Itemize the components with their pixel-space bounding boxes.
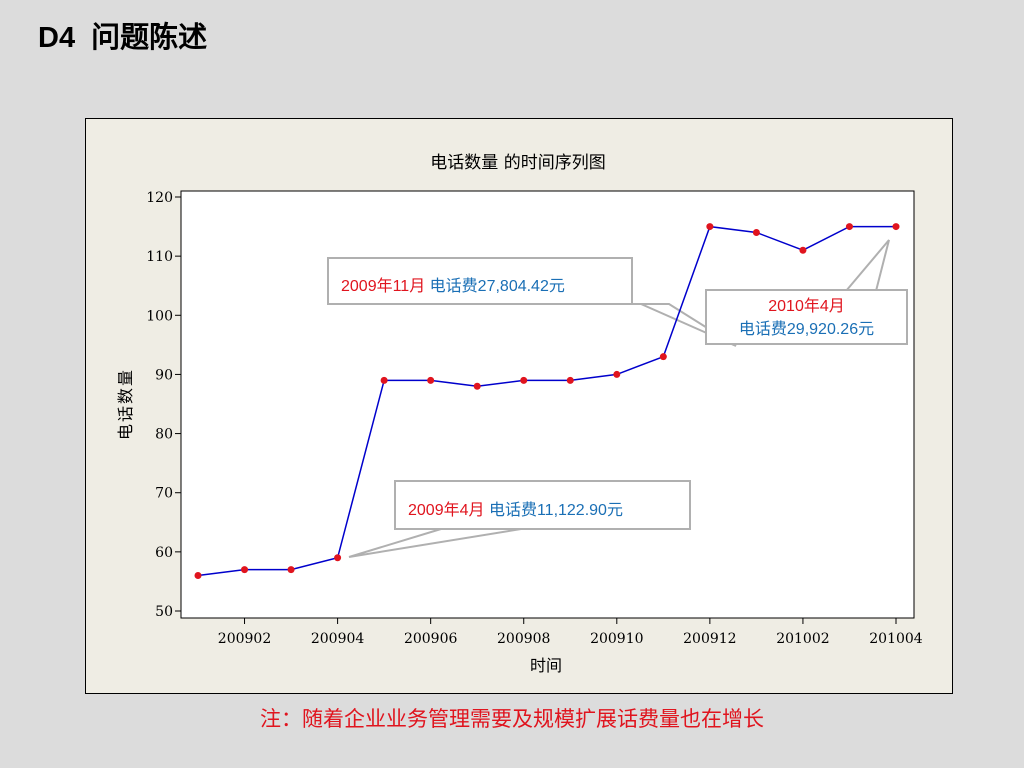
data-point [566,376,574,384]
y-tick-label: 60 [155,545,173,561]
y-axis: 50 60 70 80 90 100 110 120 [146,190,181,620]
slide-title-text: 问题陈述 [91,22,208,54]
x-tick-label: 200902 [218,631,271,647]
y-tick-label: 90 [155,367,173,383]
x-tick-label: 200908 [497,631,550,647]
callout-fee: 电话费11,122.90元 [488,502,623,519]
plot-area [180,190,915,619]
series-line [197,225,896,577]
callout-apr-2009: 2009年4月 电话费11,122.90元 [394,480,691,530]
y-tick-label: 70 [155,486,173,502]
data-point [613,370,621,378]
slide-code: D4 [38,22,76,54]
data-point [752,228,760,236]
slide-title: D4 问题陈述 [38,14,207,56]
callout-apr-2010: 2010年4月 电话费29,920.26元 [705,289,908,345]
x-tick-label: 201002 [776,631,829,647]
data-point [241,566,249,574]
footnote: 注：随着企业业务管理需要及规模扩展话费量也在增长 [260,707,764,731]
data-point [845,223,853,231]
callout-nov-2009: 2009年11月 电话费27,804.42元 [327,257,633,305]
x-axis-label: 时间 [530,656,562,675]
y-tick-label: 80 [155,427,173,443]
data-point [287,566,295,574]
data-point [659,353,667,361]
data-point [706,223,714,231]
callout-fee: 电话费29,920.26元 [738,321,875,338]
data-point [520,376,528,384]
data-markers [194,223,900,580]
chart-frame: 电话数量 的时间序列图 50 60 70 80 90 100 110 120 200902 20… [85,118,953,694]
x-tick-label: 200906 [404,631,458,647]
callout-date: 2009年4月 [408,502,485,519]
y-axis-label: 电话数量 [116,368,135,440]
data-point [427,376,435,384]
x-tick-label: 200910 [590,631,643,647]
data-point [473,382,481,390]
x-tick-label: 200912 [683,631,736,647]
y-tick-label: 100 [146,308,173,324]
callout-fee: 电话费27,804.42元 [429,278,565,295]
data-point [334,554,342,562]
data-point [380,376,388,384]
callout-date: 2010年4月 [768,298,845,315]
data-point [892,223,900,231]
data-point [194,572,202,580]
y-tick-label: 50 [155,604,173,620]
chart-title: 电话数量 的时间序列图 [430,153,605,173]
data-point [799,246,807,254]
y-tick-label: 110 [146,249,173,265]
x-axis: 200902 200904 200906 200908 200910 200912 2010… [218,618,923,647]
callout-date: 2009年11月 [341,278,426,295]
x-tick-label: 200904 [311,631,365,647]
x-tick-label: 201004 [869,631,923,647]
y-tick-label: 120 [146,190,173,206]
